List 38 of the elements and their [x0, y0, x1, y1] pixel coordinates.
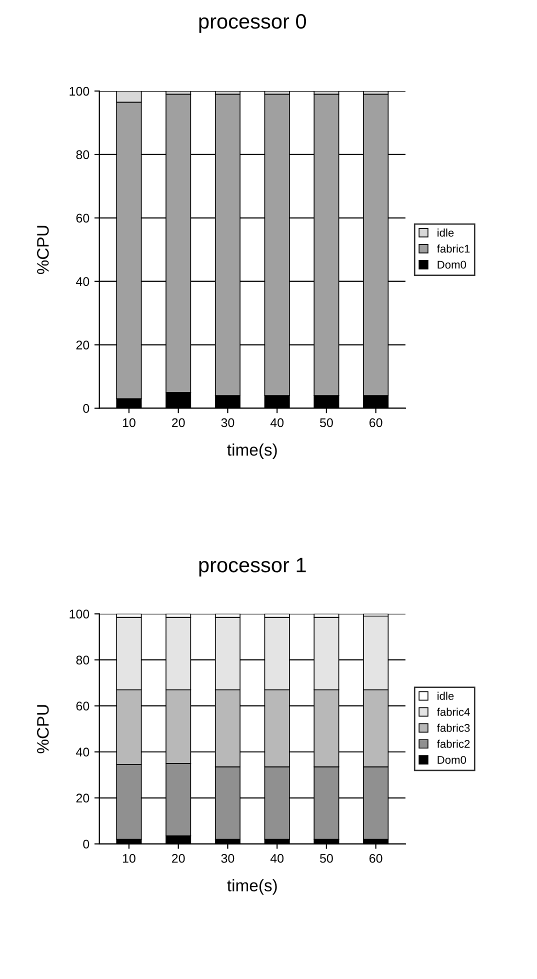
x-tick-label: 20: [172, 854, 185, 863]
x-tick-label: 60: [369, 854, 382, 863]
legend-label: idle: [438, 692, 454, 700]
x-tick-label: 40: [270, 418, 284, 428]
x-tick-label: 10: [122, 418, 136, 428]
y-tick-label: 20: [76, 794, 90, 803]
y-tick-label: 40: [76, 277, 90, 286]
chart-title: processor 1: [199, 558, 306, 576]
x-tick-label: 30: [221, 418, 234, 428]
y-tick-label: 60: [76, 702, 90, 711]
x-tick-label: 40: [270, 854, 284, 863]
x-tick-label: 20: [172, 418, 185, 428]
y-axis-title: %CPU: [37, 226, 49, 274]
chart-title: processor 0: [199, 14, 306, 33]
legend-label: fabric2: [437, 740, 470, 748]
y-tick-label: 80: [76, 150, 90, 160]
y-tick-label: 100: [70, 610, 90, 618]
legend-label: Dom0: [438, 260, 466, 269]
y-tick-label: 100: [70, 86, 90, 96]
y-tick-label: 0: [83, 404, 90, 413]
x-axis-title: time(s): [227, 879, 277, 895]
x-tick-label: 60: [369, 418, 382, 428]
x-axis-title: time(s): [227, 444, 277, 460]
x-tick-label: 50: [320, 418, 333, 428]
y-tick-label: 0: [83, 840, 90, 849]
x-tick-label: 30: [221, 854, 234, 863]
y-tick-label: 40: [76, 748, 90, 757]
y-tick-label: 20: [76, 340, 90, 350]
y-tick-label: 80: [76, 656, 90, 664]
legend-label: fabric3: [437, 724, 470, 732]
x-tick-label: 50: [320, 854, 333, 863]
x-tick-label: 10: [122, 854, 136, 863]
y-tick-label: 60: [76, 214, 90, 223]
legend-label: idle: [438, 228, 454, 237]
legend-label: fabric4: [437, 708, 470, 716]
legend-label: fabric1: [437, 244, 470, 253]
legend-label: Dom0: [438, 756, 466, 764]
y-axis-title: %CPU: [37, 705, 49, 754]
